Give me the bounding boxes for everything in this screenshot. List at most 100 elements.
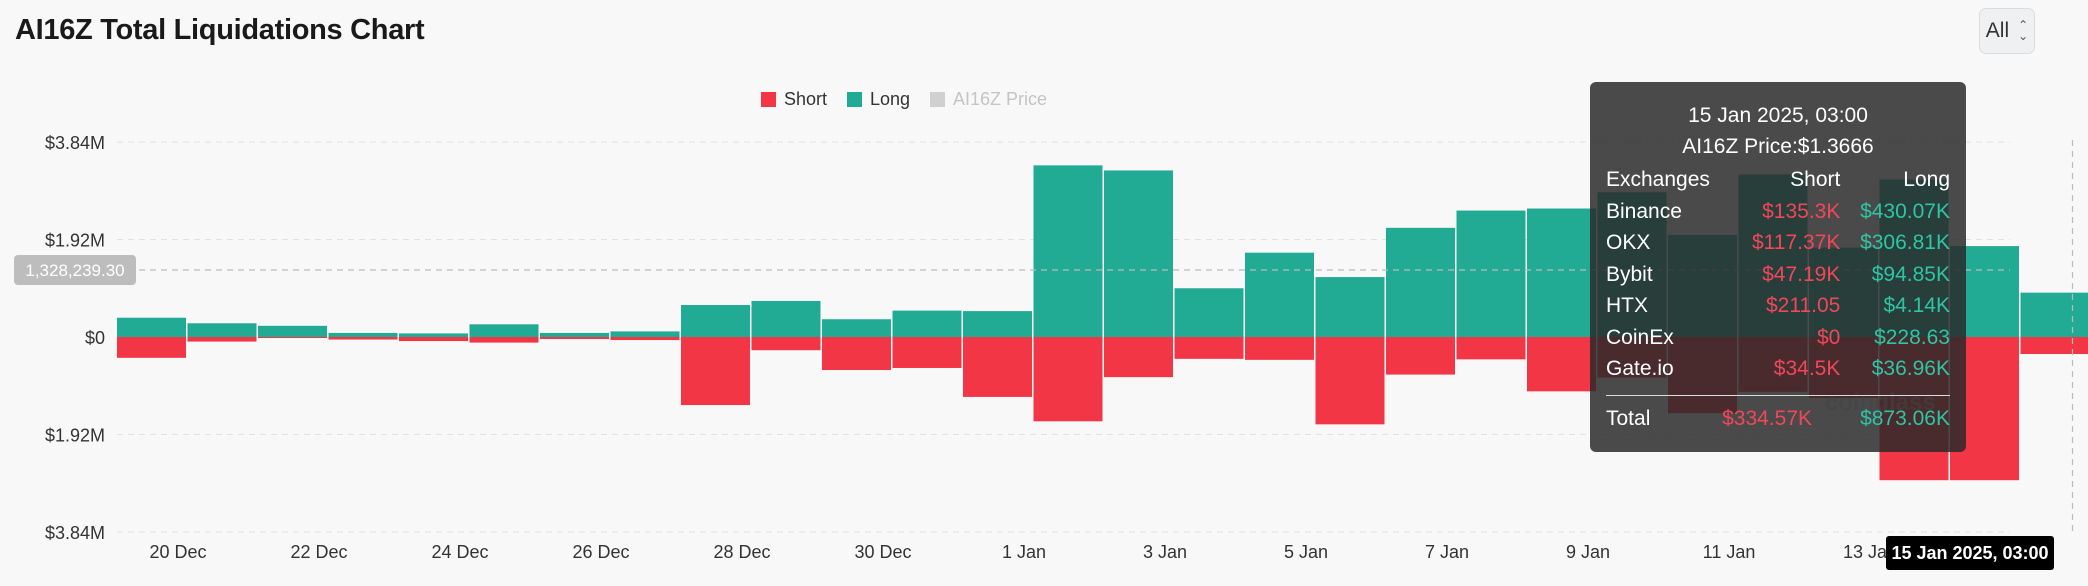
bar-short[interactable] bbox=[1104, 337, 1173, 378]
bar-long[interactable] bbox=[1033, 165, 1103, 337]
time-range-select[interactable]: All ⌃ ⌄ bbox=[1979, 8, 2035, 54]
tooltip-header-long: Long bbox=[1903, 168, 1950, 191]
tooltip-total-long: $873.06K bbox=[1860, 406, 1950, 430]
x-tick-label: 28 Dec bbox=[713, 542, 770, 562]
bar-short[interactable] bbox=[1386, 337, 1455, 375]
bar-long[interactable] bbox=[751, 300, 821, 337]
tooltip-total-short: $334.57K bbox=[1722, 406, 1813, 430]
tooltip-cell-long: $36.96K bbox=[1871, 357, 1950, 380]
bar-long[interactable] bbox=[892, 310, 962, 337]
bar-short[interactable] bbox=[963, 337, 1032, 397]
x-tick-label: 1 Jan bbox=[1002, 542, 1046, 562]
bar-long[interactable] bbox=[681, 305, 750, 337]
bar-long[interactable] bbox=[2020, 292, 2088, 337]
tooltip-header-exchange: Exchanges bbox=[1606, 168, 1710, 191]
bar-long[interactable] bbox=[1527, 208, 1596, 337]
bar-short[interactable] bbox=[1315, 337, 1385, 425]
tooltip-cell-exchange: CoinEx bbox=[1606, 325, 1674, 349]
crosshair: 1,328,239.30 15 Jan 2025, 03:00 bbox=[14, 140, 2074, 570]
tooltip-cell-short: $135.3K bbox=[1762, 199, 1841, 223]
bar-short[interactable] bbox=[117, 337, 186, 358]
legend-label-short: Short bbox=[783, 89, 827, 109]
bar-short[interactable] bbox=[399, 337, 468, 342]
bar-long[interactable] bbox=[469, 324, 539, 337]
bar-long[interactable] bbox=[540, 332, 609, 337]
bar-long[interactable] bbox=[117, 317, 186, 337]
legend-label-price: AI16Z Price bbox=[953, 89, 1048, 109]
bar-long[interactable] bbox=[187, 323, 257, 337]
x-tick-label: 26 Dec bbox=[572, 542, 629, 562]
legend-label-long: Long bbox=[869, 89, 911, 109]
bar-short[interactable] bbox=[2020, 337, 2088, 355]
bar-long[interactable] bbox=[1104, 170, 1173, 337]
bar-short[interactable] bbox=[1033, 337, 1103, 422]
legend-item-price[interactable]: AI16Z Price bbox=[930, 89, 1047, 110]
bar-short[interactable] bbox=[1456, 337, 1526, 360]
x-tick-label: 13 Jan bbox=[1843, 542, 1897, 562]
tooltip-total-row: Total $334.57K $873.06K bbox=[1606, 402, 1950, 436]
bar-long[interactable] bbox=[1245, 252, 1314, 337]
x-tick-label: 5 Jan bbox=[1284, 542, 1328, 562]
tooltip-cell-long: $228.63 bbox=[1874, 325, 1950, 349]
bar-short[interactable] bbox=[1245, 337, 1314, 360]
up-down-chevron-icon: ⌃ ⌄ bbox=[2018, 18, 2029, 43]
bar-long[interactable] bbox=[610, 331, 680, 337]
tooltip-cell-long: $4.14K bbox=[1883, 294, 1950, 317]
tooltip-cell-short: $211.05 bbox=[1766, 294, 1841, 317]
tooltip-cell-exchange: OKX bbox=[1606, 231, 1651, 254]
bar-long[interactable] bbox=[822, 319, 891, 337]
tooltip-cell-long: $430.07K bbox=[1860, 199, 1950, 223]
bar-short[interactable] bbox=[892, 337, 962, 368]
bar-long[interactable] bbox=[1456, 210, 1526, 337]
tooltip-cell-long: $94.85K bbox=[1871, 262, 1950, 286]
tooltip-row-coinex: CoinEx $0 $228.63 bbox=[1606, 322, 1950, 354]
crosshair-x-label: 15 Jan 2025, 03:00 bbox=[1891, 543, 2048, 563]
legend-item-short[interactable]: Short bbox=[760, 89, 827, 110]
legend-swatch-short bbox=[760, 92, 776, 107]
bar-short[interactable] bbox=[1527, 337, 1596, 392]
bar-short[interactable] bbox=[258, 337, 327, 339]
bar-long[interactable] bbox=[1174, 288, 1244, 337]
tooltip-cell-short: $0 bbox=[1817, 325, 1841, 349]
tooltip-cell-short: $117.37K bbox=[1752, 231, 1841, 254]
tooltip-row-htx: HTX $211.05 $4.14K bbox=[1606, 290, 1950, 322]
crosshair-y-label-box bbox=[14, 255, 136, 285]
tooltip-total-table: Total $334.57K $873.06K bbox=[1606, 402, 1950, 436]
x-tick-label: 22 Dec bbox=[290, 542, 347, 562]
bar-long[interactable] bbox=[1386, 227, 1455, 337]
tooltip-row-gateio: Gate.io $34.5K $36.96K bbox=[1606, 353, 1950, 385]
tooltip-price: AI16Z Price:$1.3666 bbox=[1682, 135, 1874, 158]
bar-long[interactable] bbox=[258, 325, 327, 337]
bar-short[interactable] bbox=[610, 337, 680, 341]
axes: $3.84M $1.92M $0 $1.92M $3.84M 20 Dec 22 Dec 24… bbox=[45, 133, 1897, 562]
legend-swatch-long bbox=[846, 92, 862, 107]
time-range-value: All bbox=[1985, 19, 2010, 42]
tooltip-cell-short: $47.19K bbox=[1762, 262, 1841, 286]
x-tick-label: 20 Dec bbox=[149, 542, 206, 562]
bar-short[interactable] bbox=[822, 337, 891, 371]
bar-long[interactable] bbox=[328, 332, 398, 337]
bar-short[interactable] bbox=[681, 337, 750, 406]
tooltip-table: Exchanges Short Long Binance $135.3K $430.… bbox=[1606, 164, 1950, 385]
bar-long[interactable] bbox=[1315, 277, 1385, 337]
tooltip-divider bbox=[1606, 394, 1950, 396]
chart-legend: Short Long AI16Z Price bbox=[0, 89, 1948, 110]
bar-short[interactable] bbox=[328, 337, 398, 340]
tooltip-cell-short: $34.5K bbox=[1773, 357, 1841, 380]
y-tick-label: $1.92M bbox=[45, 426, 105, 446]
tooltip-cell-exchange: HTX bbox=[1606, 294, 1648, 317]
bar-short[interactable] bbox=[1174, 337, 1244, 359]
bar-long[interactable] bbox=[963, 311, 1032, 337]
x-tick-label: 30 Dec bbox=[854, 542, 911, 562]
tooltip-header-short: Short bbox=[1790, 168, 1841, 191]
tooltip-cell-exchange: Bybit bbox=[1606, 262, 1653, 286]
bar-short[interactable] bbox=[187, 337, 257, 342]
bar-short[interactable] bbox=[540, 337, 609, 340]
bar-short[interactable] bbox=[469, 337, 539, 343]
tooltip-header-row: Exchanges Short Long bbox=[1606, 164, 1950, 196]
bar-short[interactable] bbox=[751, 337, 821, 351]
legend-swatch-price bbox=[930, 92, 946, 107]
legend-item-long[interactable]: Long bbox=[846, 89, 911, 110]
tooltip-row-bybit: Bybit $47.19K $94.85K bbox=[1606, 259, 1950, 291]
bar-long[interactable] bbox=[399, 333, 468, 337]
